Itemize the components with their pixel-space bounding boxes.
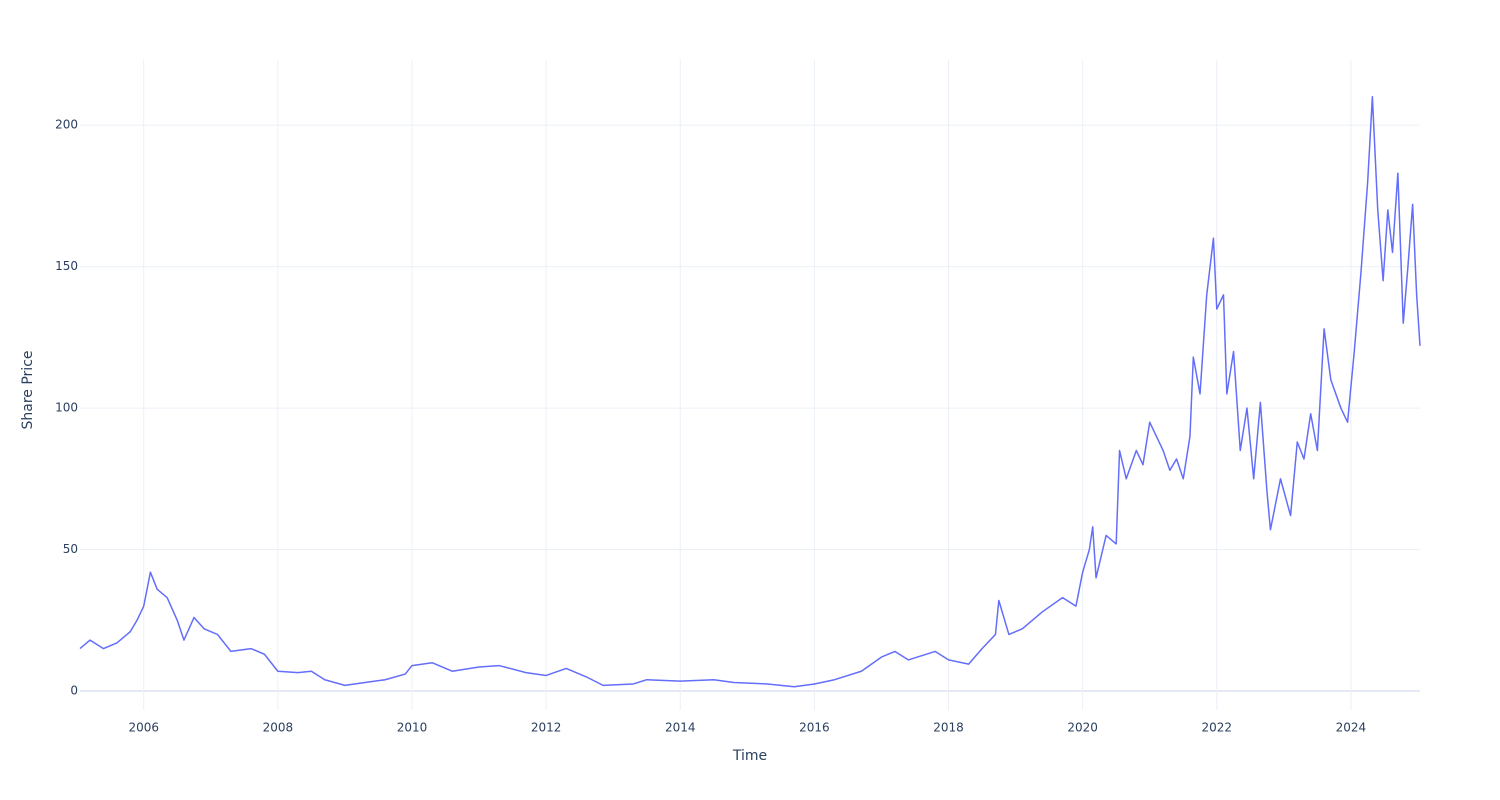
x-tick-label: 2018 [933,721,964,735]
x-tick-label: 2012 [531,721,562,735]
x-tick-label: 2006 [128,721,159,735]
x-tick-label: 2020 [1067,721,1098,735]
x-tick-label: 2016 [799,721,830,735]
y-tick-label: 0 [70,684,78,698]
x-axis-label: Time [732,748,767,764]
price-line [79,96,1421,688]
x-tick-label: 2022 [1202,721,1233,735]
x-tick-label: 2024 [1336,721,1367,735]
x-tick-label: 2010 [397,721,428,735]
y-axis-label: Share Price [20,350,36,429]
y-tick-label: 100 [55,401,78,415]
x-tick-label: 2008 [263,721,294,735]
x-tick-label: 2014 [665,721,696,735]
y-tick-label: 50 [63,542,78,556]
y-tick-label: 200 [55,118,78,132]
y-tick-label: 150 [55,259,78,273]
